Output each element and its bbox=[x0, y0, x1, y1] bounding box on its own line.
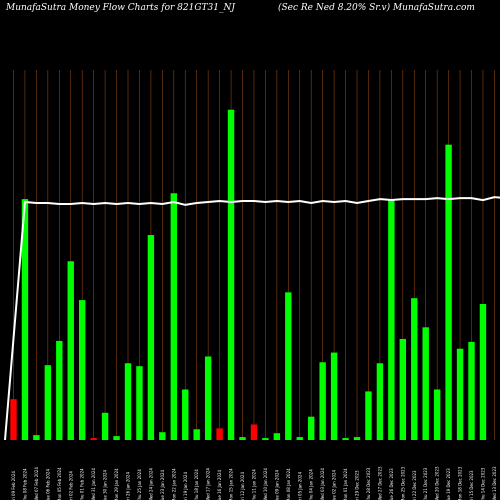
bar bbox=[411, 298, 418, 440]
x-tick-labels: Fri 09 Feb 2024 Thu 08 Feb 2024 Wed 07 Feb… bbox=[11, 466, 497, 500]
x-tick-label: Wed 27 Dec 2023 bbox=[377, 466, 382, 500]
x-tick-label: Fri 02 Feb 2024 bbox=[68, 471, 73, 500]
x-tick-label: Thu 25 Jan 2024 bbox=[137, 469, 142, 500]
bar bbox=[67, 261, 74, 440]
bar bbox=[456, 348, 464, 440]
x-tick-label: Wed 13 Dec 2023 bbox=[492, 466, 497, 500]
bar bbox=[365, 391, 372, 440]
bar bbox=[147, 235, 155, 440]
x-tick-label: Mon 01 Jan 2024 bbox=[343, 468, 348, 500]
bar bbox=[273, 433, 281, 440]
bar bbox=[399, 338, 406, 440]
bar bbox=[56, 340, 63, 440]
bar bbox=[193, 429, 200, 440]
x-tick-label: Tue 16 Jan 2024 bbox=[217, 469, 222, 500]
x-tick-label: Fri 05 Jan 2024 bbox=[297, 472, 302, 500]
bar bbox=[353, 437, 361, 440]
x-tick-label: Fri 29 Dec 2023 bbox=[355, 470, 360, 500]
bar bbox=[90, 438, 97, 440]
x-tick-label: Mon 05 Feb 2024 bbox=[57, 467, 62, 500]
bar bbox=[216, 428, 223, 440]
x-tick-label: Mon 29 Jan 2024 bbox=[114, 468, 119, 500]
x-tick-label: Thu 08 Feb 2024 bbox=[22, 468, 27, 500]
x-tick-label: Thu 14 Dec 2023 bbox=[480, 467, 485, 500]
x-tick-label: Wed 10 Jan 2024 bbox=[263, 468, 268, 500]
x-tick-label: Mon 08 Jan 2024 bbox=[286, 468, 291, 500]
bar bbox=[262, 438, 269, 440]
x-tick-label: Fri 15 Dec 2023 bbox=[469, 470, 474, 500]
bar bbox=[285, 292, 292, 440]
x-tick-label: Tue 09 Jan 2024 bbox=[274, 469, 279, 500]
bar bbox=[319, 362, 326, 440]
x-tick-label: Thu 01 Feb 2024 bbox=[80, 468, 85, 500]
x-tick-label: Tue 30 Jan 2024 bbox=[103, 469, 108, 500]
trend-line bbox=[4, 196, 500, 441]
x-tick-label: Fri 22 Dec 2023 bbox=[412, 470, 417, 500]
bar bbox=[468, 341, 475, 440]
x-tick-label: Mon 25 Dec 2023 bbox=[400, 466, 405, 500]
x-tick-label: Tue 26 Dec 2023 bbox=[389, 468, 394, 500]
bar-series bbox=[10, 109, 487, 440]
bar bbox=[308, 416, 315, 440]
bar bbox=[388, 199, 395, 440]
x-tick-label: Wed 03 Jan 2024 bbox=[320, 468, 325, 500]
bar bbox=[342, 438, 349, 440]
x-tick-label: Thu 04 Jan 2024 bbox=[309, 469, 314, 500]
x-tick-label: Fri 09 Feb 2024 bbox=[11, 471, 16, 500]
bar bbox=[136, 366, 143, 440]
bar bbox=[182, 389, 189, 440]
chart-source: (Sec Re Ned 8.20% Sr.v) MunafaSutra.com bbox=[278, 3, 475, 13]
x-tick-label: Wed 17 Jan 2024 bbox=[206, 468, 211, 500]
x-tick-label: Tue 23 Jan 2024 bbox=[160, 469, 165, 500]
bar bbox=[170, 193, 177, 440]
bar bbox=[159, 432, 166, 440]
bar bbox=[44, 365, 52, 440]
x-tick-label: Wed 20 Dec 2023 bbox=[435, 466, 440, 500]
bar bbox=[250, 424, 258, 440]
x-tick-label: Fri 12 Jan 2024 bbox=[240, 472, 245, 500]
x-tick-label: Fri 19 Jan 2024 bbox=[183, 472, 188, 500]
x-tick-label: Mon 15 Jan 2024 bbox=[229, 468, 234, 500]
chart-title: MunafaSutra Money Flow Charts for 821GT3… bbox=[6, 3, 235, 13]
bar bbox=[433, 389, 441, 440]
bar bbox=[296, 437, 303, 440]
x-tick-label: Mon 18 Dec 2023 bbox=[458, 466, 463, 500]
bar bbox=[79, 300, 86, 440]
bar bbox=[101, 412, 109, 440]
x-tick-label: Tue 06 Feb 2024 bbox=[45, 469, 50, 500]
bar bbox=[227, 109, 235, 440]
x-tick-label: Thu 28 Dec 2023 bbox=[366, 467, 371, 500]
x-tick-label: Mon 22 Jan 2024 bbox=[171, 468, 176, 500]
bar bbox=[33, 435, 40, 440]
x-tick-label: Wed 07 Feb 2024 bbox=[34, 467, 39, 500]
bar bbox=[113, 436, 120, 440]
x-tick-label: Thu 11 Jan 2024 bbox=[251, 469, 256, 500]
bar bbox=[239, 437, 246, 440]
x-tick-label: Wed 24 Jan 2024 bbox=[148, 468, 153, 500]
bar bbox=[422, 327, 429, 440]
x-tick-label: Thu 18 Jan 2024 bbox=[194, 469, 199, 500]
x-tick-label: Fri 26 Jan 2024 bbox=[126, 472, 131, 500]
x-tick-label: Tue 19 Dec 2023 bbox=[446, 468, 451, 500]
bar bbox=[479, 304, 487, 440]
x-tick-label: Tue 02 Jan 2024 bbox=[332, 469, 337, 500]
bar bbox=[10, 399, 17, 440]
bar bbox=[445, 144, 452, 440]
x-tick-label: Wed 31 Jan 2024 bbox=[91, 468, 96, 500]
x-tick-label: Thu 21 Dec 2023 bbox=[423, 467, 428, 500]
bar bbox=[330, 352, 338, 440]
bar bbox=[124, 363, 132, 440]
bar bbox=[376, 363, 384, 440]
bar bbox=[21, 199, 29, 440]
bar bbox=[204, 356, 212, 440]
